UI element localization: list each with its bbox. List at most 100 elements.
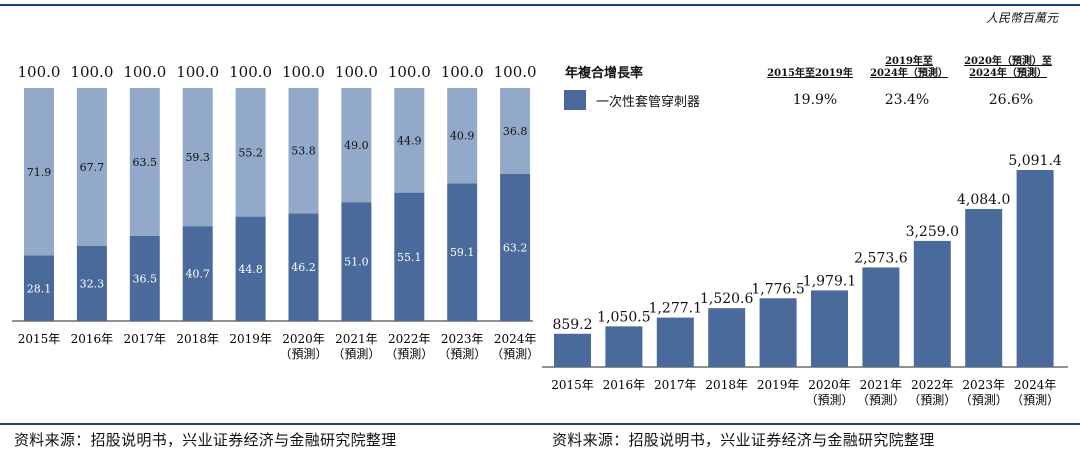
category-label: 2023年（預測） <box>438 332 486 361</box>
total-label: 100.0 <box>441 63 484 81</box>
data-label: 2,573.6 <box>854 250 908 266</box>
data-label: 5,091.4 <box>1008 153 1062 169</box>
data-label-dark: 36.5 <box>133 272 158 285</box>
bar-segment-dark <box>394 192 425 321</box>
category-label: 2019年 <box>229 332 272 346</box>
bar <box>913 240 951 367</box>
top-rule <box>0 4 1080 6</box>
legend-title: 年複合增長率 <box>565 66 644 81</box>
category-label: 2017年 <box>124 332 167 346</box>
bar-segment-light <box>447 88 478 184</box>
cagr-header-1: 2015年至2019年 <box>767 68 853 79</box>
left-stacked-bar-chart: 28.1 71.9 100.0 2015年 32.3 67.7 100.0 2016年 36.5… <box>12 63 539 361</box>
data-label-light: 71.9 <box>27 166 52 179</box>
right-bar-chart: 859.2 2015年 1,050.5 2016年 1,277.1 2017年 1,520.… <box>542 153 1068 407</box>
category-label: 2024年（預測） <box>491 332 539 361</box>
category-label: 2019年 <box>757 378 800 392</box>
bar-segment-light <box>341 88 372 203</box>
bar <box>656 317 694 367</box>
total-label: 100.0 <box>282 63 325 81</box>
data-label-light: 53.8 <box>291 145 316 158</box>
source-note-right: 资料来源：招股说明书，兴业证券经济与金融研究院整理 <box>552 431 935 449</box>
cagr-value-3: 26.6% <box>988 92 1034 108</box>
category-label: 2023年（預測） <box>960 378 1008 407</box>
bar-segment-light <box>500 88 531 174</box>
bar-segment-dark <box>447 183 478 321</box>
category-label: 2015年 <box>551 378 594 392</box>
bar-segment-dark <box>182 226 213 321</box>
category-label: 2022年（預測） <box>908 378 956 407</box>
data-label-dark: 32.3 <box>80 277 105 290</box>
bar-segment-dark <box>76 245 107 321</box>
category-label: 2022年（預測） <box>385 332 433 361</box>
total-label: 100.0 <box>176 63 219 81</box>
data-label: 1,050.5 <box>597 309 650 325</box>
category-label: 2016年 <box>71 332 114 346</box>
bottom-rule <box>0 423 1080 425</box>
data-label: 859.2 <box>552 317 592 333</box>
total-label: 100.0 <box>229 63 272 81</box>
data-label: 3,259.0 <box>906 224 959 240</box>
data-label-light: 44.9 <box>397 134 422 147</box>
legend-series-label: 一次性套管穿刺器 <box>596 95 701 110</box>
cagr-value-2: 23.4% <box>884 92 930 108</box>
category-label: 2021年（預測） <box>332 332 380 361</box>
category-label: 2024年（預測） <box>1011 378 1059 407</box>
bar-segment-dark <box>500 173 531 321</box>
bar-segment-dark <box>341 202 372 321</box>
cagr-header-2: 2019年至 2024年（預測） <box>870 56 948 79</box>
data-label: 4,084.0 <box>957 192 1010 208</box>
bar-segment-light <box>182 88 213 227</box>
bar <box>1016 170 1054 367</box>
data-label-dark: 51.0 <box>344 256 369 269</box>
cagr-header-3: 2020年（預測）至 2024年（預測） <box>964 56 1052 79</box>
bar-segment-light <box>235 88 266 217</box>
data-label-dark: 59.1 <box>450 246 475 259</box>
bar-segment-light <box>394 88 425 193</box>
data-label-dark: 28.1 <box>27 282 52 295</box>
total-label: 100.0 <box>70 63 113 81</box>
category-label: 2020年（預測） <box>805 378 853 407</box>
source-note-left: 资料来源：招股说明书，兴业证券经济与金融研究院整理 <box>14 431 397 449</box>
data-label-light: 55.2 <box>238 146 263 159</box>
cagr-value-1: 19.9% <box>792 92 838 108</box>
data-label-light: 63.5 <box>133 156 158 169</box>
data-label: 1,979.1 <box>803 273 856 289</box>
data-label-dark: 46.2 <box>291 261 316 274</box>
data-label-light: 40.9 <box>450 130 475 143</box>
bar-segment-dark <box>24 255 54 321</box>
bar <box>811 290 848 367</box>
bar <box>554 333 591 367</box>
total-label: 100.0 <box>388 63 431 81</box>
data-label-light: 36.8 <box>503 125 528 138</box>
bar <box>708 308 746 367</box>
total-label: 100.0 <box>335 63 378 81</box>
data-label-dark: 44.8 <box>238 263 263 276</box>
total-label: 100.0 <box>494 63 537 81</box>
data-label-light: 67.7 <box>80 161 105 174</box>
legend-swatch <box>564 90 586 110</box>
data-label-dark: 40.7 <box>185 268 210 281</box>
data-label: 1,520.6 <box>700 291 754 307</box>
data-label-dark: 55.1 <box>397 251 422 264</box>
bar-segment-light <box>129 88 160 236</box>
total-label: 100.0 <box>18 63 61 81</box>
category-label: 2018年 <box>176 332 219 346</box>
category-label: 2015年 <box>18 332 61 346</box>
bar-segment-light <box>24 88 54 256</box>
bar <box>759 298 797 367</box>
data-label-light: 59.3 <box>185 151 210 164</box>
total-label: 100.0 <box>123 63 166 81</box>
bar <box>605 326 643 367</box>
category-label: 2020年（預測） <box>279 332 327 361</box>
data-label-dark: 63.2 <box>503 241 528 254</box>
data-label: 1,277.1 <box>649 301 702 317</box>
bar-segment-dark <box>235 216 266 321</box>
bar-segment-dark <box>129 235 160 321</box>
data-label-light: 49.0 <box>344 139 369 152</box>
bar <box>965 208 1003 367</box>
category-label: 2017年 <box>654 378 697 392</box>
unit-label: 人民幣百萬元 <box>985 11 1058 25</box>
bar-segment-dark <box>288 213 319 321</box>
category-label: 2018年 <box>705 378 748 392</box>
